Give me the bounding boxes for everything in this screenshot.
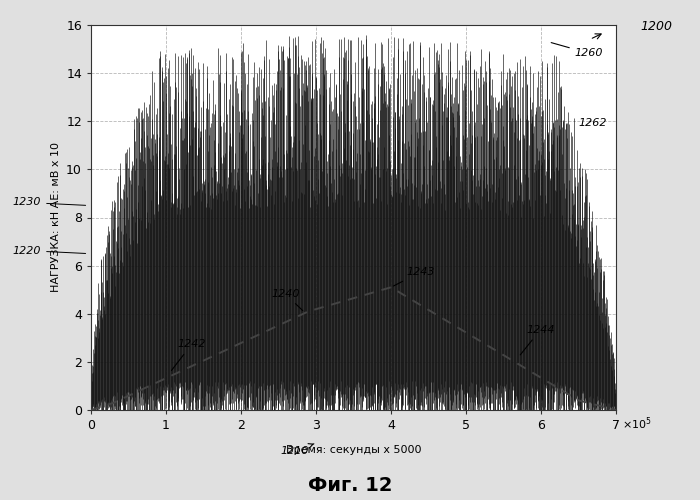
Text: 1260: 1260	[551, 42, 603, 58]
Text: 1262: 1262	[578, 118, 607, 128]
Text: 1242: 1242	[172, 340, 206, 370]
Text: Фиг. 12: Фиг. 12	[308, 476, 392, 495]
Text: 1243: 1243	[393, 267, 435, 286]
Text: $\times10^5$: $\times10^5$	[622, 415, 652, 432]
Text: Время: секунды х 5000: Время: секунды х 5000	[286, 444, 421, 454]
Text: 1240: 1240	[271, 289, 302, 310]
Text: 1200: 1200	[640, 20, 672, 33]
Text: 1220: 1220	[13, 246, 85, 256]
Text: 1210: 1210	[280, 444, 314, 456]
Y-axis label: НАГРУЗКА: кН АЕ: мВ х 10: НАГРУЗКА: кН АЕ: мВ х 10	[50, 142, 60, 292]
Text: 1244: 1244	[520, 325, 554, 355]
Text: 1230: 1230	[13, 198, 85, 207]
